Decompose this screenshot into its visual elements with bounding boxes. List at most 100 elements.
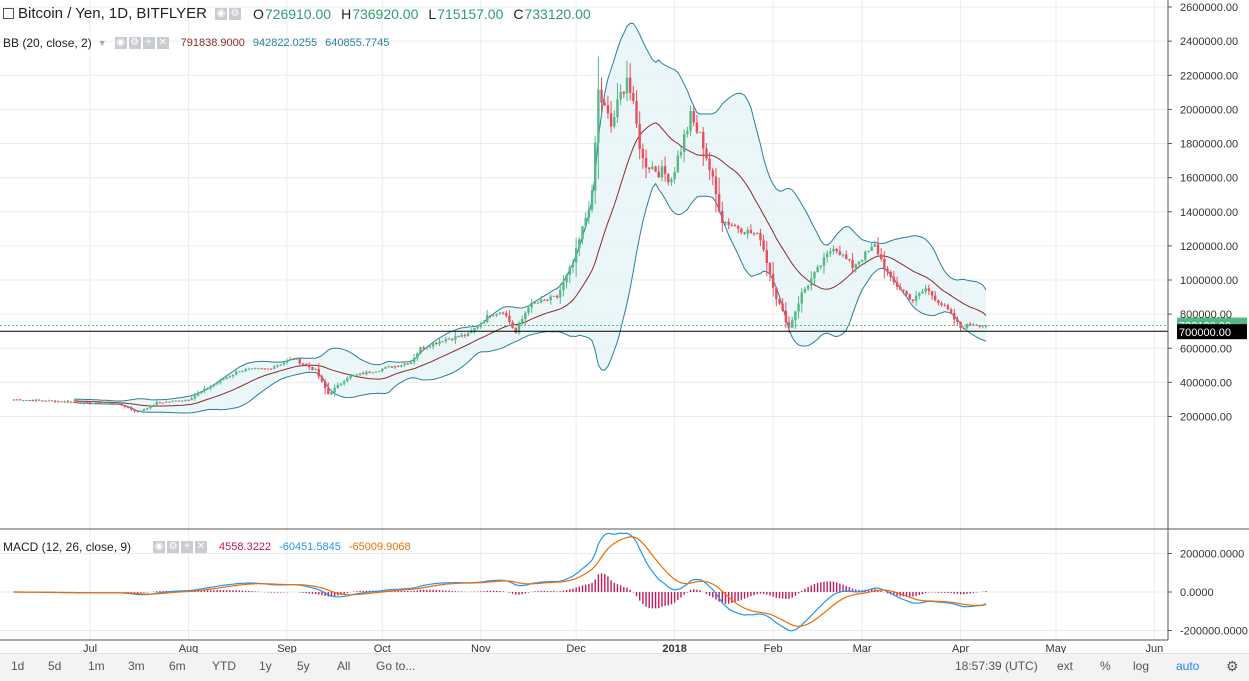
bb-lower-value: 640855.7745: [325, 37, 390, 49]
candle-body: [431, 342, 435, 347]
time-tick-label: Sep: [277, 643, 297, 655]
candle-body: [791, 320, 794, 328]
candle-body: [279, 364, 282, 366]
candle-body: [203, 388, 206, 392]
candle-body: [498, 312, 502, 314]
candle-body: [247, 368, 251, 370]
candle-body: [330, 392, 333, 395]
candle-body: [130, 407, 133, 410]
candle-body: [603, 102, 606, 106]
macd-tick-label: -200000.0000: [1180, 626, 1248, 638]
range-1d[interactable]: 1d: [11, 659, 25, 673]
collapse-icon[interactable]: [3, 8, 14, 19]
candle-body: [72, 401, 76, 403]
chevron-down-icon[interactable]: ▼: [97, 38, 107, 48]
candle-body: [425, 347, 429, 349]
candle-body: [736, 225, 740, 229]
range-6m[interactable]: 6m: [169, 659, 186, 673]
ext-toggle[interactable]: ext: [1057, 659, 1074, 673]
range-5d[interactable]: 5d: [48, 659, 62, 673]
candle-body: [714, 176, 718, 195]
range-ytd[interactable]: YTD: [212, 659, 236, 673]
range-1m[interactable]: 1m: [88, 659, 105, 673]
close-value: 733120.00: [524, 5, 591, 22]
candle-body: [174, 400, 177, 402]
candle-body: [123, 405, 127, 407]
candle-body: [298, 358, 301, 364]
candle-body: [594, 142, 597, 191]
candle-body: [918, 293, 921, 296]
settings-gear-icon[interactable]: ⚙: [1226, 658, 1239, 674]
candle-body: [530, 302, 533, 308]
candle-body: [930, 291, 934, 296]
candle-body: [209, 385, 212, 389]
candle-body: [295, 358, 298, 360]
candle-body: [514, 327, 517, 333]
candle-body: [959, 321, 962, 329]
price-tick-label: 2200000.00: [1180, 70, 1238, 82]
candle-body: [946, 305, 950, 310]
candle-body: [149, 405, 152, 409]
candle-body: [613, 117, 616, 127]
candle-body: [79, 402, 82, 404]
time-tick-label: Dec: [566, 643, 586, 655]
candle-body: [152, 404, 155, 406]
range-1y[interactable]: 1y: [259, 659, 272, 673]
candle-body: [879, 254, 883, 259]
candle-body: [578, 239, 581, 249]
macd-line: [13, 532, 987, 632]
candle-body: [870, 246, 873, 251]
log-toggle[interactable]: log: [1133, 659, 1150, 673]
range-3m[interactable]: 3m: [128, 659, 145, 673]
candle-body: [451, 338, 454, 340]
open-label: O: [252, 5, 264, 22]
candle-body: [584, 217, 587, 227]
candle-body: [53, 400, 57, 402]
bb-legend: BB (20, close, 2) ▼ ◉ ⚙ + ✕ 791838.9000 942…: [0, 36, 389, 50]
auto-toggle[interactable]: auto: [1176, 659, 1200, 673]
open-value: 726910.00: [264, 5, 332, 22]
candle-body: [387, 366, 390, 368]
price-tick-label: 800000.00: [1180, 309, 1232, 321]
candle-body: [806, 285, 810, 289]
close-icon: ✕: [156, 37, 169, 49]
candle-body: [352, 375, 355, 377]
candle-body: [883, 258, 886, 269]
goto-button[interactable]: Go to...: [376, 659, 416, 673]
candle-body: [787, 322, 791, 328]
settings-icon: ⚙: [128, 37, 141, 49]
candle-body: [365, 371, 368, 375]
candle-body: [552, 295, 556, 297]
candle-body: [342, 381, 346, 384]
candle-body: [196, 393, 200, 396]
candle-body: [76, 402, 79, 404]
candle-body: [759, 232, 762, 241]
candle-body: [667, 174, 670, 183]
candle-body: [234, 371, 238, 375]
level-badge: [1177, 324, 1247, 340]
level-label: 700000.00: [1179, 327, 1231, 339]
candle-body: [702, 131, 705, 149]
candle-body: [835, 248, 838, 252]
candle-body: [355, 374, 359, 376]
candle-body: [409, 362, 413, 365]
candle-body: [606, 105, 610, 114]
candle-body: [41, 400, 44, 402]
candle-body: [654, 166, 657, 172]
settings-icon: ⚙: [228, 7, 241, 20]
range-all[interactable]: All: [337, 659, 351, 673]
range-5y[interactable]: 5y: [297, 659, 310, 673]
macd-legend-buttons[interactable]: ◉ ⚙ + ✕: [153, 541, 209, 553]
symbol-legend-buttons[interactable]: ◉ ⚙: [214, 7, 243, 20]
candle-body: [587, 209, 591, 218]
candle-body: [161, 402, 165, 404]
candle-body: [444, 339, 448, 342]
candle-body: [555, 295, 559, 298]
macd-title: MACD (12, 26, close, 9): [3, 540, 132, 554]
candle-body: [155, 402, 158, 405]
bb-legend-buttons[interactable]: ◉ ⚙ + ✕: [114, 37, 171, 49]
candle-body: [536, 302, 540, 304]
percent-toggle[interactable]: %: [1100, 659, 1111, 673]
candle-body: [813, 272, 816, 279]
